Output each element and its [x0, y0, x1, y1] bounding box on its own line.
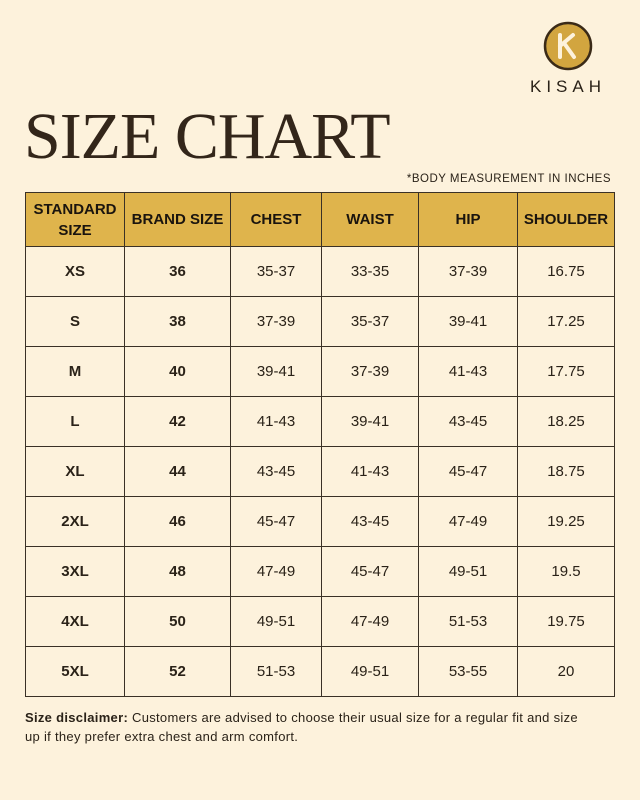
logo [543, 21, 593, 71]
table-cell: 35-37 [321, 296, 419, 347]
table-row: M 40 39-41 37-39 41-43 17.75 [25, 346, 615, 397]
table-cell: 41-43 [230, 396, 322, 447]
brand-name: KISAH [529, 77, 607, 96]
table-cell: 2XL [25, 496, 125, 547]
table-row: 5XL 52 51-53 49-51 53-55 20 [25, 646, 615, 697]
table-cell: M [25, 346, 125, 397]
table-cell: 41-43 [321, 446, 419, 497]
table-cell: 36 [124, 246, 231, 297]
table-cell: 45-47 [418, 446, 518, 497]
table-cell: 4XL [25, 596, 125, 647]
column-header: SHOULDER [517, 192, 615, 247]
table-cell: 46 [124, 496, 231, 547]
table-cell: 33-35 [321, 246, 419, 297]
table-cell: 48 [124, 546, 231, 597]
column-header: CHEST [230, 192, 322, 247]
table-cell: 42 [124, 396, 231, 447]
header-row: STANDARD SIZE BRAND SIZE CHEST WAIST HIP SHOU… [25, 192, 615, 247]
table-cell: 39-41 [418, 296, 518, 347]
table-cell: 37-39 [230, 296, 322, 347]
table-row: S 38 37-39 35-37 39-41 17.25 [25, 296, 615, 347]
table-cell: 39-41 [321, 396, 419, 447]
disclaimer: Size disclaimer: Customers are advised t… [25, 708, 595, 746]
table-cell: 37-39 [418, 246, 518, 297]
table-cell: 49-51 [230, 596, 322, 647]
table-cell: 17.25 [517, 296, 615, 347]
table-cell: 39-41 [230, 346, 322, 397]
table-cell: 49-51 [418, 546, 518, 597]
table-cell: 19.5 [517, 546, 615, 597]
column-header: STANDARD SIZE [25, 192, 125, 247]
measurement-note: *BODY MEASUREMENT IN INCHES [406, 173, 611, 185]
table-cell: 43-45 [418, 396, 518, 447]
table-cell: XL [25, 446, 125, 497]
table-cell: 40 [124, 346, 231, 397]
disclaimer-label: Size disclaimer: [25, 710, 129, 725]
table-cell: 47-49 [230, 546, 322, 597]
table-row: XS 36 35-37 33-35 37-39 16.75 [25, 246, 615, 297]
table-cell: 41-43 [418, 346, 518, 397]
table-cell: 53-55 [418, 646, 518, 697]
table-row: XL 44 43-45 41-43 45-47 18.75 [25, 446, 615, 497]
table-cell: 17.75 [517, 346, 615, 397]
table-row: L 42 41-43 39-41 43-45 18.25 [25, 396, 615, 447]
size-table: STANDARD SIZE BRAND SIZE CHEST WAIST HIP SHOU… [25, 192, 615, 697]
table-cell: 16.75 [517, 246, 615, 297]
table-cell: 45-47 [321, 546, 419, 597]
table-cell: 37-39 [321, 346, 419, 397]
table-cell: 47-49 [418, 496, 518, 547]
table-cell: 19.75 [517, 596, 615, 647]
logo-letter [558, 33, 576, 59]
column-header: HIP [418, 192, 518, 247]
disclaimer-text: Customers are advised to choose their us… [25, 710, 578, 744]
column-header: BRAND SIZE [124, 192, 231, 247]
table-row: 3XL 48 47-49 45-47 49-51 19.5 [25, 546, 615, 597]
table-cell: 43-45 [230, 446, 322, 497]
table-cell: 44 [124, 446, 231, 497]
table-cell: 51-53 [418, 596, 518, 647]
table-cell: 35-37 [230, 246, 322, 297]
table-cell: 18.75 [517, 446, 615, 497]
table-cell: 3XL [25, 546, 125, 597]
table-row: 2XL 46 45-47 43-45 47-49 19.25 [25, 496, 615, 547]
column-header: WAIST [321, 192, 419, 247]
table-row: 4XL 50 49-51 47-49 51-53 19.75 [25, 596, 615, 647]
table-cell: 47-49 [321, 596, 419, 647]
table-cell: 45-47 [230, 496, 322, 547]
table-cell: 49-51 [321, 646, 419, 697]
table-cell: 38 [124, 296, 231, 347]
table-cell: XS [25, 246, 125, 297]
table-cell: 5XL [25, 646, 125, 697]
table-cell: 20 [517, 646, 615, 697]
page-title: SIZE CHART [24, 100, 391, 173]
table-cell: 43-45 [321, 496, 419, 547]
table-cell: 19.25 [517, 496, 615, 547]
table-cell: 18.25 [517, 396, 615, 447]
table-cell: 50 [124, 596, 231, 647]
table-cell: 51-53 [230, 646, 322, 697]
table-cell: S [25, 296, 125, 347]
table-cell: L [25, 396, 125, 447]
table-cell: 52 [124, 646, 231, 697]
table-body: XS 36 35-37 33-35 37-39 16.75 S 38 37-39 35-37 39-… [25, 246, 615, 697]
